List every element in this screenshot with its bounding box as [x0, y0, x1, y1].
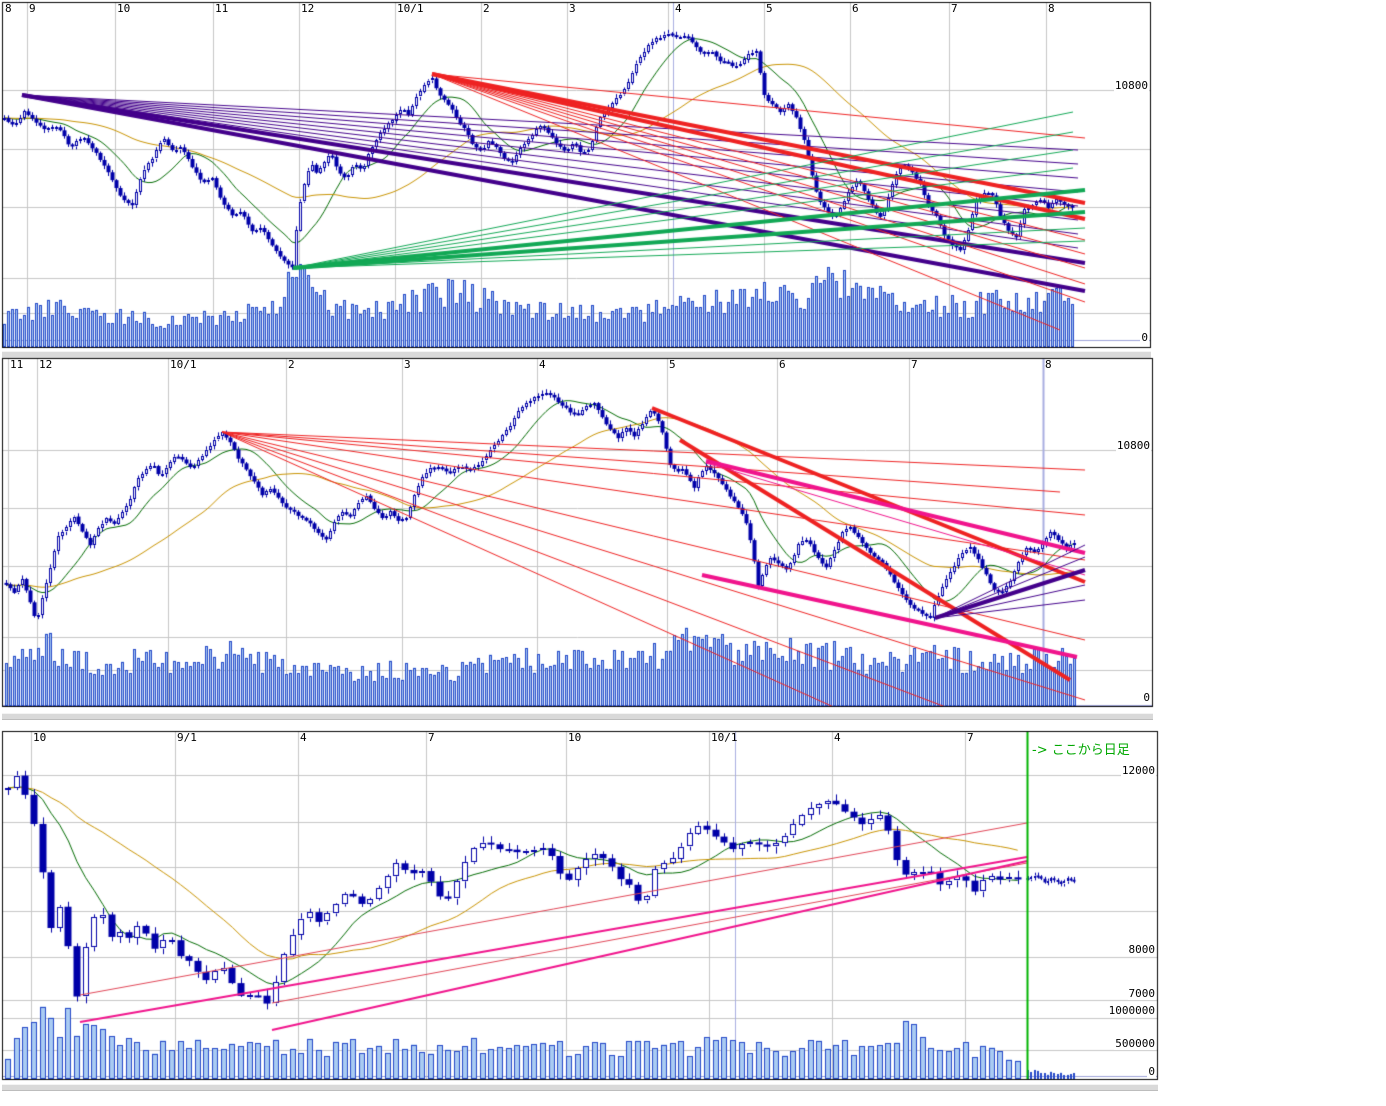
y-axis-label: 0	[1140, 331, 1149, 345]
x-axis-label: 10/1	[397, 2, 424, 15]
x-axis-label: 10	[568, 731, 582, 744]
x-axis-label: 5	[766, 2, 773, 15]
x-axis-label: 10/1	[711, 731, 738, 744]
x-axis-label: 7	[911, 358, 918, 371]
x-axis-label: 12	[39, 358, 53, 371]
y-axis-label: 500000	[1114, 1037, 1156, 1051]
horizontal-scrollbar-3[interactable]	[2, 1084, 1158, 1091]
x-axis-label: 7	[428, 731, 435, 744]
x-axis-label: 8	[5, 2, 12, 15]
horizontal-scrollbar-1[interactable]	[2, 351, 1151, 358]
x-axis-label: 6	[779, 358, 786, 371]
x-axis-label: 2	[483, 2, 490, 15]
x-axis-label: 11	[215, 2, 229, 15]
x-axis-label: 10	[117, 2, 131, 15]
x-axis-label: 7	[967, 731, 974, 744]
y-axis-label: 0	[1147, 1065, 1156, 1079]
x-axis-label: 8	[1045, 358, 1052, 371]
x-axis-label: 6	[852, 2, 859, 15]
x-axis-label: 11	[10, 358, 24, 371]
x-axis-label: 5	[669, 358, 676, 371]
x-axis-label: 3	[569, 2, 576, 15]
x-axis-label: 10/1	[170, 358, 197, 371]
x-axis-label: 4	[675, 2, 682, 15]
x-axis-label: 7	[951, 2, 958, 15]
y-axis-label: 0	[1142, 691, 1151, 705]
x-axis-label: 12	[301, 2, 315, 15]
x-axis-label: 9	[29, 2, 36, 15]
x-axis-label: 9/1	[177, 731, 197, 744]
x-axis-label: 4	[834, 731, 841, 744]
y-axis-label: 10800	[1115, 439, 1151, 453]
y-axis-label: 7000	[1127, 987, 1156, 1001]
x-axis-label: 4	[300, 731, 307, 744]
y-axis-label: 12000	[1120, 764, 1156, 778]
x-axis-label: 8	[1048, 2, 1055, 15]
horizontal-scrollbar-2[interactable]	[2, 713, 1153, 720]
y-axis-label: 1000000	[1107, 1004, 1156, 1018]
y-axis-label: 8000	[1127, 943, 1156, 957]
x-axis-label: 3	[404, 358, 411, 371]
daily-start-annotation: -> ここから日足	[1032, 743, 1130, 758]
x-axis-label: 4	[539, 358, 546, 371]
x-axis-label: 2	[288, 358, 295, 371]
x-axis-label: 10	[33, 731, 47, 744]
y-axis-label: 10800	[1113, 79, 1149, 93]
